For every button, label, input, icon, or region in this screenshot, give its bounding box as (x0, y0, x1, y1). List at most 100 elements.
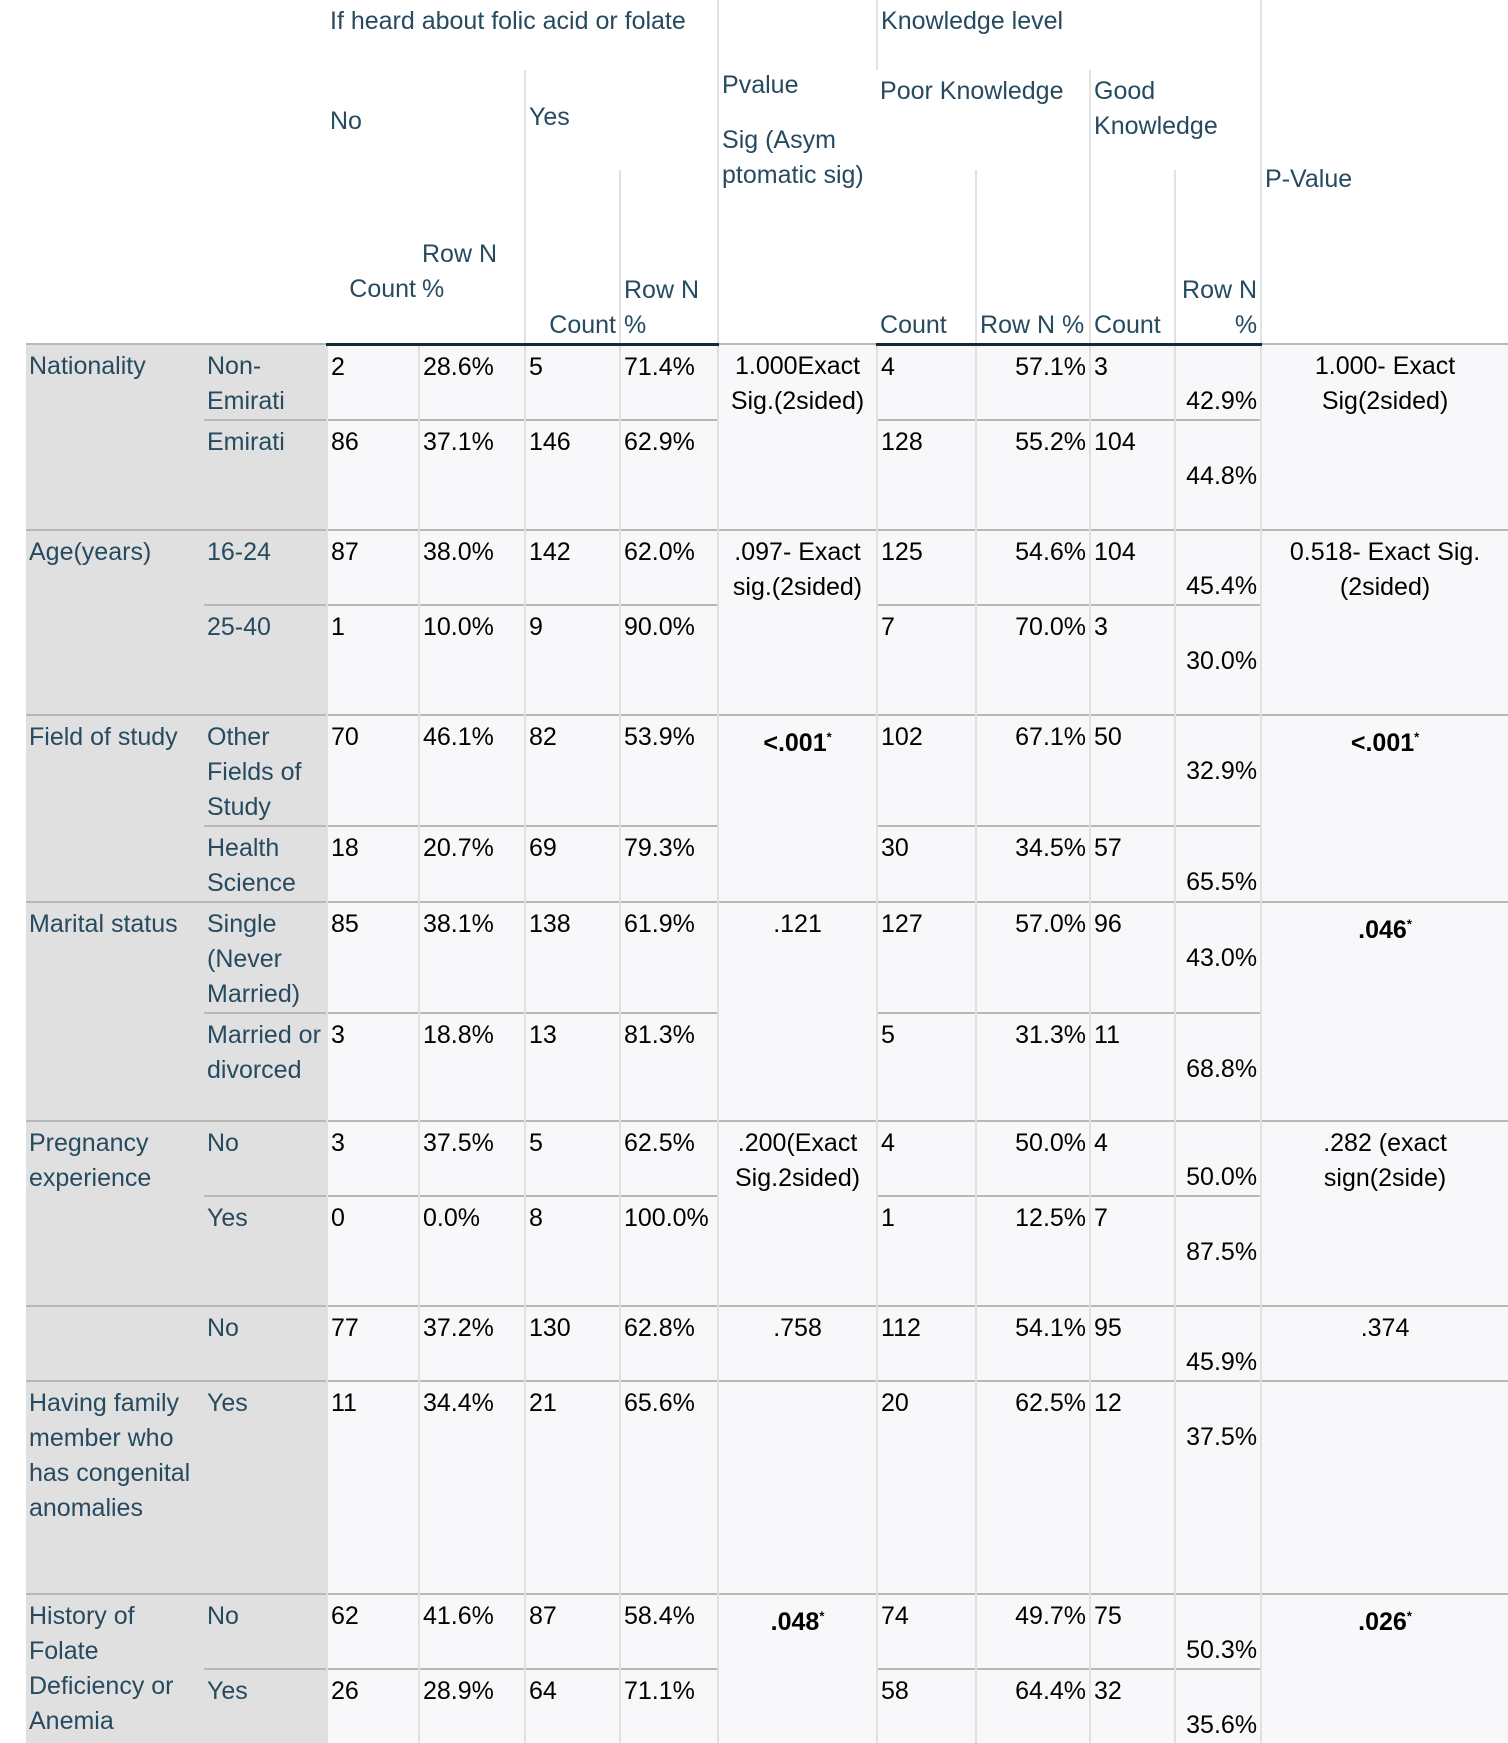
good-row-pct: 30.0% (1174, 604, 1262, 715)
pvalue2-cell: .026* (1260, 1593, 1508, 1743)
no-count: 18 (326, 825, 419, 902)
yes-count: 9 (524, 604, 620, 715)
good-row-pct: 68.8% (1174, 1012, 1262, 1121)
pvalue-cell-value: .200(Exact Sig.2sided) (734, 1129, 861, 1192)
yes-count: 8 (524, 1195, 620, 1306)
pvalue-cell-value: .121 (773, 910, 822, 938)
poor-count: 112 (876, 1305, 977, 1381)
poor-row-pct: 54.1% (975, 1305, 1091, 1381)
pvalue-cell-value: 1.000Exact Sig.(2sided) (730, 352, 865, 415)
crosstab-table: If heard about folic acid or folate Pval… (26, 0, 1508, 1743)
good-count-header: Count (1089, 170, 1176, 346)
yes-count: 69 (524, 825, 620, 902)
no-count: 87 (326, 529, 419, 605)
yes-row-pct: 65.6% (618, 1380, 719, 1594)
pvalue2-cell-value: 1.000- Exact Sig(2sided) (1314, 352, 1456, 415)
category-label: Health Science (204, 825, 327, 902)
pvalue2-cell: <.001* (1260, 714, 1508, 902)
poor-count: 1 (876, 1195, 977, 1306)
poor-row-pct: 70.0% (975, 604, 1091, 715)
no-row-pct: 18.8% (418, 1012, 525, 1121)
significance-mark: * (1406, 1609, 1412, 1624)
variable-label: Having family member who has congenital … (26, 1380, 204, 1594)
yes-row-pct: 62.0% (618, 529, 719, 605)
no-pct-header: Row N % (419, 170, 525, 346)
pvalue-cell-value: .048* (770, 1608, 825, 1637)
category-label: 16-24 (204, 529, 327, 605)
good-count: 104 (1089, 419, 1176, 530)
yes-count: 146 (524, 419, 620, 530)
no-row-pct: 20.7% (418, 825, 525, 902)
poor-count: 58 (876, 1668, 977, 1743)
yes-row-pct: 62.8% (618, 1305, 719, 1381)
good-row-pct: 37.5% (1174, 1380, 1262, 1594)
poor-count: 5 (876, 1012, 977, 1121)
yes-count: 142 (524, 529, 620, 605)
good-row-pct: 42.9% (1174, 343, 1262, 420)
pvalue-cell: .121 (717, 901, 878, 1121)
table-row: Yes 0 0.0% 8 100.0% 1 12.5% 7 87.5% (26, 1195, 1508, 1306)
pvalue2-header: P-Value (1260, 0, 1508, 344)
good-row-pct: 45.4% (1174, 529, 1262, 605)
pvalue2-cell-value: .282 (exact sign(2side) (1323, 1129, 1447, 1192)
good-count: 7 (1089, 1195, 1176, 1306)
yes-row-pct: 81.3% (618, 1012, 719, 1121)
good-row-pct: 45.9% (1174, 1305, 1262, 1381)
no-row-pct: 37.1% (418, 419, 525, 530)
pvalue-label: Pvalue (722, 71, 799, 99)
table-row: Pregnancy experience No 3 37.5% 5 62.5% .200(E… (26, 1120, 1508, 1306)
yes-count: 130 (524, 1305, 620, 1381)
category-label: Other Fields of Study (204, 714, 327, 826)
category-label: Single (Never Married) (204, 901, 327, 1013)
variable-label: Field of study (26, 714, 204, 902)
no-count: 3 (326, 1012, 419, 1121)
pvalue2-cell: 0.518- Exact Sig.(2sided) (1260, 529, 1508, 715)
pvalue-cell: <.001* (717, 714, 878, 902)
pvalue-cell: .097- Exact sig.(2sided) (717, 529, 878, 715)
table-row: Marital status Single (Never Married) 85 38… (26, 901, 1508, 1121)
table-row: Health Science 18 20.7% 69 79.3% 30 34.5% 57 65.… (26, 825, 1508, 902)
heard-header: If heard about folic acid or folate (327, 0, 719, 70)
variable-label: History of Folate Deficiency or Anemia (26, 1593, 204, 1743)
poor-row-pct: 55.2% (975, 419, 1091, 530)
yes-count: 5 (524, 1120, 620, 1196)
good-row-pct: 87.5% (1174, 1195, 1262, 1306)
yes-row-pct: 71.4% (618, 343, 719, 420)
no-row-pct: 34.4% (418, 1380, 525, 1594)
pvalue2-cell: 1.000- Exact Sig(2sided) (1260, 343, 1508, 530)
poor-row-pct: 49.7% (975, 1593, 1091, 1669)
yes-row-pct: 90.0% (618, 604, 719, 715)
corner-cell (26, 0, 327, 344)
poor-row-pct: 54.6% (975, 529, 1091, 605)
no-row-pct: 28.6% (418, 343, 525, 420)
yes-header: Yes (523, 70, 719, 170)
significance-mark: * (826, 730, 832, 745)
table-row: Emirati 86 37.1% 146 62.9% 128 55.2% 104 44.8% (26, 419, 1508, 530)
pvalue-cell-value: <.001* (763, 729, 832, 758)
yes-row-pct: 62.9% (618, 419, 719, 530)
poor-count: 4 (876, 1120, 977, 1196)
no-row-pct: 0.0% (418, 1195, 525, 1306)
pvalue-cell (717, 1380, 878, 1594)
poor-count: 127 (876, 901, 977, 1013)
poor-row-pct: 57.0% (975, 901, 1091, 1013)
no-count: 86 (326, 419, 419, 530)
yes-row-pct: 53.9% (618, 714, 719, 826)
yes-count: 82 (524, 714, 620, 826)
good-count: 104 (1089, 529, 1176, 605)
variable-label: Pregnancy experience (26, 1120, 204, 1306)
category-label: 25-40 (204, 604, 327, 715)
poor-header: Poor Knowledge (877, 70, 1091, 170)
good-count: 32 (1089, 1668, 1176, 1743)
category-label: Emirati (204, 419, 327, 530)
good-row-pct: 50.3% (1174, 1593, 1262, 1669)
good-row-pct: 43.0% (1174, 901, 1262, 1013)
pvalue2-cell-value: <.001* (1350, 729, 1420, 758)
sig-label: Sig (Asym ptomatic sig) (722, 126, 864, 189)
no-count: 3 (326, 1120, 419, 1196)
no-count-header: Count (327, 170, 419, 346)
good-row-pct: 35.6% (1174, 1668, 1262, 1743)
good-row-pct: 50.0% (1174, 1120, 1262, 1196)
variable-label: Marital status (26, 901, 204, 1121)
variable-label (26, 1305, 204, 1381)
